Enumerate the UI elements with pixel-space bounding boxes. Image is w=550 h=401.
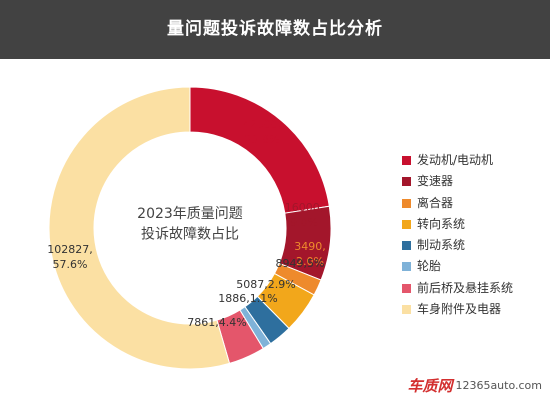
legend-label: 发动机/电动机 — [417, 153, 494, 167]
chart-title: 量问题投诉故障数占比分析 — [167, 19, 383, 39]
center-label-text: 2023年质量问题投诉故障数占比 — [137, 206, 243, 242]
slice-labels: 42500, 23.8% 16000, 9.0% 3490, 2.0%8949,5% 508… — [47, 118, 326, 329]
slice-label-3: 8949,5% — [276, 257, 325, 270]
legend: 发动机/电动机 变速器离合器转向系统制动系统轮胎前后桥及悬挂系统 车身附件及电器 — [402, 150, 513, 320]
slice-7 — [48, 86, 231, 370]
legend-swatch — [402, 198, 411, 208]
legend-label: 变速器 — [417, 174, 454, 189]
legend-label: 轮胎 — [417, 259, 442, 274]
legend-swatch — [402, 156, 411, 165]
legend-item-4: 制动系统 — [402, 235, 513, 256]
watermark-logo: 车质网 — [407, 376, 453, 395]
legend-item-0: 发动机/电动机 — [402, 150, 513, 171]
legend-label: 离合器 — [417, 195, 454, 210]
legend-item-1: 变速器 — [402, 171, 513, 192]
slice-label-7: 102827, 57.6% — [47, 243, 93, 271]
legend-swatch — [402, 177, 411, 187]
slice-label-0: 42500, 23.8% — [243, 118, 282, 146]
center-label: 2023年质量问题投诉故障数占比 — [137, 206, 243, 242]
legend-item-5: 轮胎 — [402, 256, 513, 277]
slice-label-6: 7861,4.4% — [187, 316, 246, 329]
watermark-site: 12365auto.com — [455, 378, 542, 392]
legend-swatch — [402, 283, 411, 293]
title-bar: 量问题投诉故障数占比分析 — [0, 0, 550, 59]
legend-label: 转向系统 — [417, 216, 466, 231]
legend-item-7: 车身附件及电器 — [402, 299, 513, 320]
legend-item-2: 离合器 — [402, 193, 513, 214]
legend-swatch — [402, 241, 411, 251]
slice-label-1: 16000, 9.0% — [285, 201, 324, 229]
legend-label: 车身附件及电器 — [417, 302, 502, 317]
watermark: 车质网 12365auto.com — [407, 373, 542, 397]
legend-swatch — [402, 262, 411, 272]
slice-label-5: 1886,1.1% — [218, 292, 277, 305]
slice-0 — [189, 86, 330, 214]
legend-item-6: 前后桥及悬挂系统 — [402, 278, 513, 299]
slice-label-4: 5087,2.9% — [236, 278, 295, 291]
legend-label: 前后桥及悬挂系统 — [417, 280, 514, 295]
legend-swatch — [402, 219, 411, 229]
legend-swatch — [402, 305, 411, 315]
legend-label: 制动系统 — [417, 238, 466, 253]
donut-slices — [48, 86, 332, 370]
slice-label-2: 3490, 2.0% — [294, 240, 326, 268]
legend-item-3: 转向系统 — [402, 214, 513, 235]
